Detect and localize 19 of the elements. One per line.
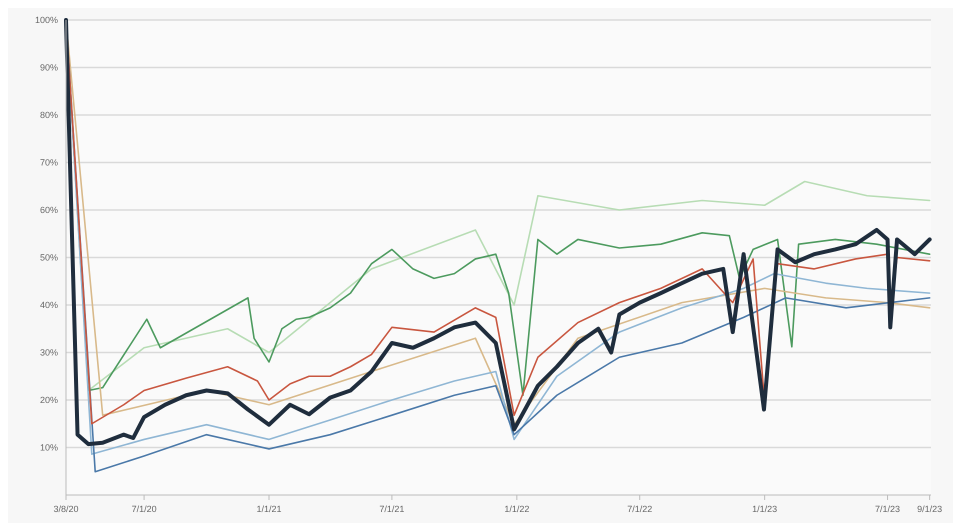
y-tick-label: 30% (40, 348, 58, 358)
y-tick-label: 60% (40, 205, 58, 215)
x-tick-label: 7/1/23 (875, 504, 900, 514)
x-tick-label: 1/1/22 (504, 504, 530, 514)
x-tick-label: 1/1/21 (256, 504, 282, 514)
y-tick-label: 80% (40, 110, 58, 120)
x-tick-label: 3/8/20 (53, 504, 79, 514)
x-tick-label: 7/1/22 (627, 504, 652, 514)
y-tick-label: 70% (40, 158, 58, 168)
y-tick-label: 100% (34, 15, 58, 25)
y-tick-label: 10% (40, 442, 58, 452)
x-tick-label: 7/1/21 (379, 504, 404, 514)
x-tick-label: 7/1/20 (132, 504, 157, 514)
y-tick-label: 50% (40, 252, 58, 262)
y-tick-label: 20% (40, 395, 58, 405)
y-tick-label: 40% (40, 300, 58, 310)
x-tick-label: 1/1/23 (752, 504, 778, 514)
x-tick-label: 9/1/23 (917, 504, 942, 514)
y-tick-label: 90% (40, 62, 58, 72)
